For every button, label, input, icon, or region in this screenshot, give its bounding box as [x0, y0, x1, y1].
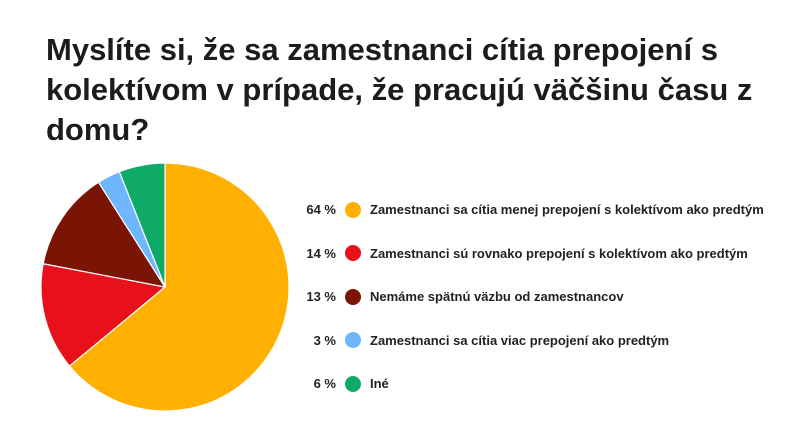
legend-swatch	[345, 332, 361, 349]
legend-swatch	[345, 288, 361, 305]
legend-swatch	[345, 375, 361, 392]
legend-item-4: 3 % Zamestnanci sa cítia viac prepojení a…	[306, 319, 786, 363]
legend-swatch	[345, 201, 361, 218]
pie-slice-1	[68, 162, 290, 412]
legend-value: 13 %	[306, 289, 336, 305]
pie-chart	[40, 162, 290, 412]
pie-slice-3	[42, 181, 167, 288]
legend-label: Zamestnanci sú rovnako prepojení s kolek…	[370, 245, 748, 261]
legend-item-3: 13 % Nemáme spätnú väzbu od zamestnancov	[306, 275, 786, 319]
legend-label: Zamestnanci sa cítia viac prepojení ako …	[370, 332, 670, 348]
chart-title: Myslíte si, že sa zamestnanci cítia prep…	[46, 32, 753, 147]
legend-value: 6 %	[313, 376, 336, 392]
legend-item-1: 64 % Zamestnanci sa cítia menej prepojení…	[306, 188, 786, 232]
legend: 64 % Zamestnanci sa cítia menej prepojení…	[306, 188, 786, 406]
legend-value: 3 %	[313, 332, 336, 348]
legend-value: 64 %	[306, 202, 336, 218]
legend-value: 14 %	[306, 245, 336, 261]
legend-label: Iné	[370, 376, 389, 392]
legend-item-2: 14 % Zamestnanci sú rovnako prepojení s k…	[306, 232, 786, 276]
pie-slice-2	[40, 263, 167, 367]
legend-label: Zamestnanci sa cítia menej prepojení s k…	[370, 202, 764, 218]
legend-swatch	[345, 245, 361, 262]
legend-item-5: 6 % Iné	[306, 362, 786, 406]
pie-slice-5	[118, 162, 166, 288]
legend-label: Nemáme spätnú väzbu od zamestnancov	[370, 289, 624, 305]
